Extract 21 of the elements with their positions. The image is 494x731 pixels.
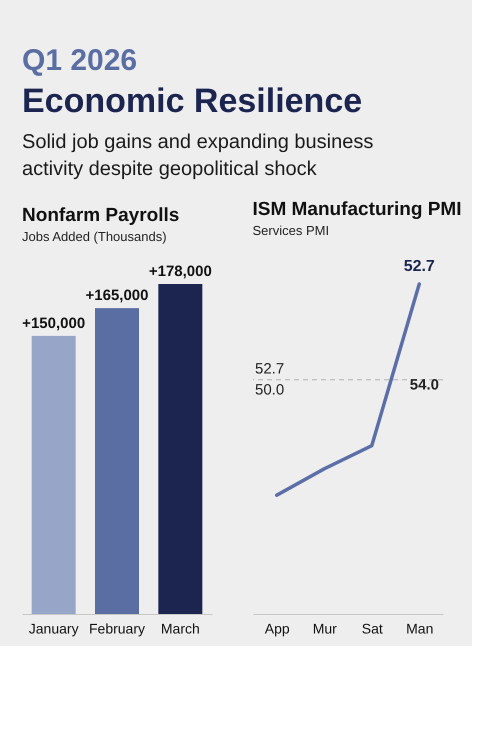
x-tick-label: App bbox=[264, 620, 290, 636]
x-tick-label: Mur bbox=[312, 620, 338, 636]
x-tick-label: February bbox=[88, 620, 146, 636]
data-label: +178,000 bbox=[148, 263, 212, 280]
x-tick-label: March bbox=[160, 620, 200, 636]
text: Economic Resilience bbox=[22, 82, 362, 120]
chart-title: Nonfarm Payrolls bbox=[22, 205, 180, 226]
annotation: 54.0 bbox=[410, 376, 439, 394]
text: Q1 2026 bbox=[22, 44, 138, 77]
chart-subtitle: Services PMI bbox=[252, 223, 330, 238]
data-label: +150,000 bbox=[22, 314, 86, 332]
chart-title: ISM Manufacturing PMI bbox=[252, 199, 462, 220]
text: 52.7 bbox=[404, 258, 435, 275]
text: Solid job gains and expanding business activity despite geopolitical shock bbox=[22, 131, 374, 180]
annotation: 52.7 bbox=[255, 360, 284, 378]
annotation: 50.0 bbox=[255, 382, 284, 399]
chart-subtitle: Jobs Added (Thousands) bbox=[22, 229, 167, 244]
data-label: +165,000 bbox=[86, 287, 148, 304]
x-tick-label: Sat bbox=[362, 620, 383, 636]
x-tick-label: January bbox=[28, 620, 79, 636]
x-tick-label: Man bbox=[406, 620, 434, 636]
